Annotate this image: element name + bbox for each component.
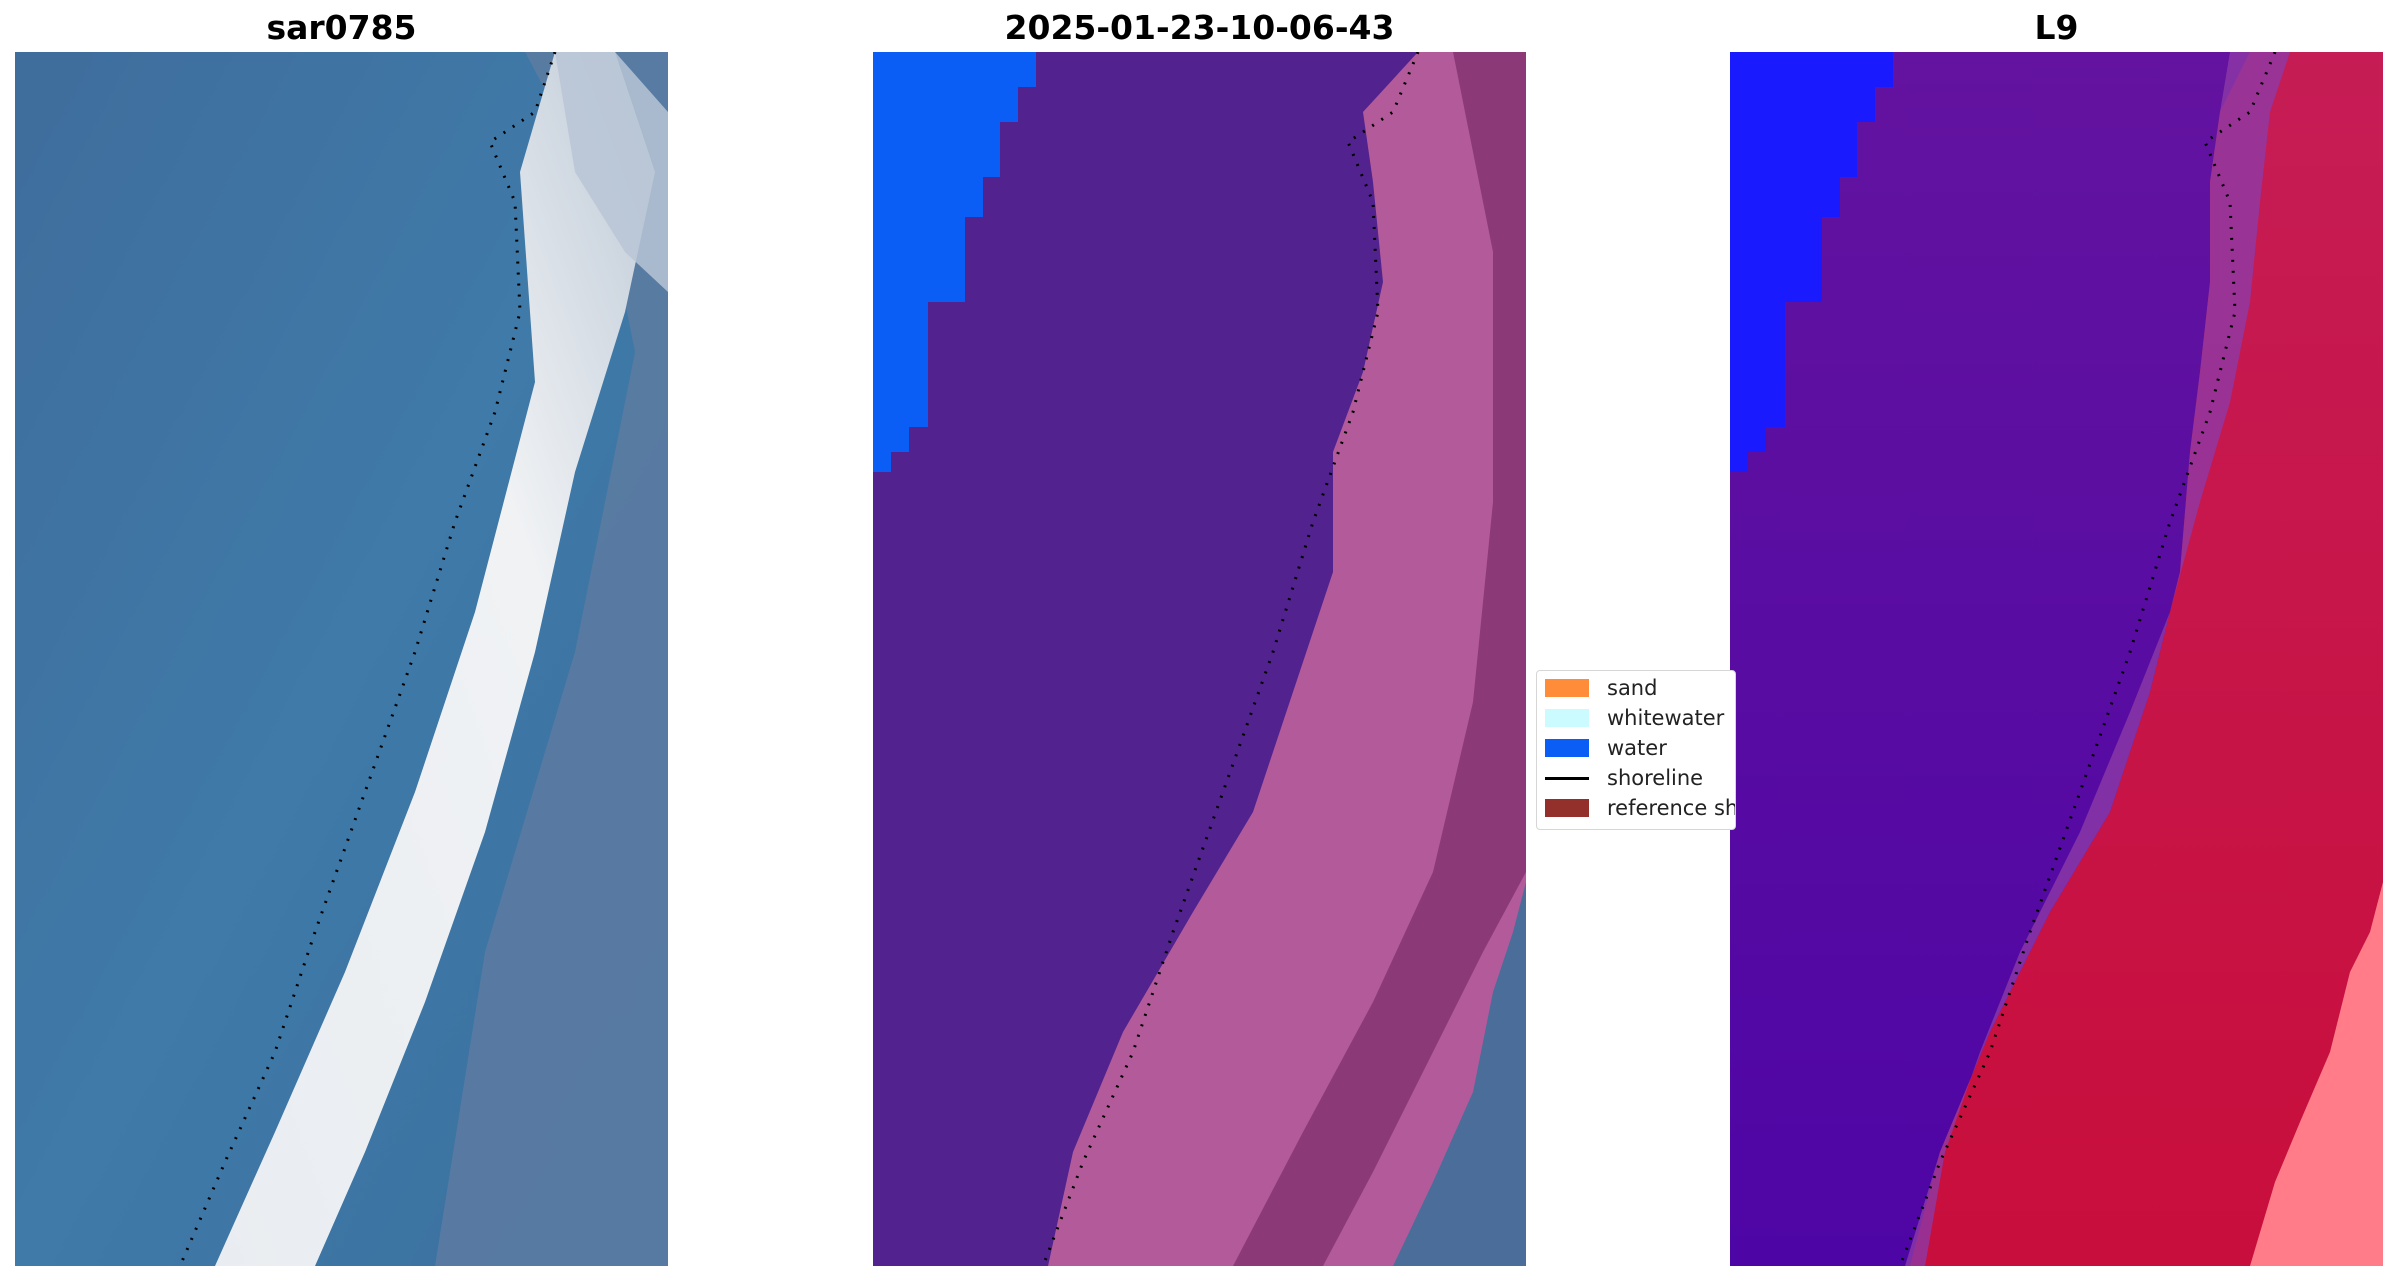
legend-item-sand: sand [1545, 675, 1657, 701]
legend-swatch-reference [1545, 799, 1589, 817]
legend-swatch-whitewater [1545, 709, 1589, 727]
rgb-image-panel [15, 52, 668, 1266]
legend: sand whitewater water shoreline referenc… [1536, 670, 1736, 830]
legend-label: reference sh [1607, 796, 1736, 820]
legend-item-shoreline: shoreline [1545, 765, 1703, 791]
legend-label: shoreline [1607, 766, 1704, 790]
rgb-image [15, 52, 668, 1266]
index-image [1730, 52, 2383, 1266]
legend-label: whitewater [1607, 706, 1725, 730]
legend-line-shoreline [1545, 776, 1589, 780]
classified-image-panel [873, 52, 1526, 1266]
panel-title-rgb: sar0785 [266, 8, 417, 47]
panel-title-classified: 2025-01-23-10-06-43 [1004, 8, 1395, 47]
water-class-area [873, 52, 1036, 472]
legend-label: water [1607, 736, 1667, 760]
bright-index-area [2250, 882, 2383, 1266]
legend-item-whitewater: whitewater [1545, 705, 1724, 731]
legend-item-reference-shoreline: reference sh [1545, 795, 1736, 821]
surf-zone [215, 52, 655, 1266]
panel-title-index: L9 [2034, 8, 2079, 47]
water-index-area [1730, 52, 1893, 472]
index-image-panel [1730, 52, 2383, 1266]
legend-item-water: water [1545, 735, 1667, 761]
offshore-class-area [1393, 882, 1526, 1266]
classified-image [873, 52, 1526, 1266]
legend-label: sand [1607, 676, 1658, 700]
high-index-area [1910, 52, 2383, 1266]
legend-swatch-water [1545, 739, 1589, 757]
legend-swatch-sand [1545, 679, 1589, 697]
offshore-area [435, 52, 668, 1266]
